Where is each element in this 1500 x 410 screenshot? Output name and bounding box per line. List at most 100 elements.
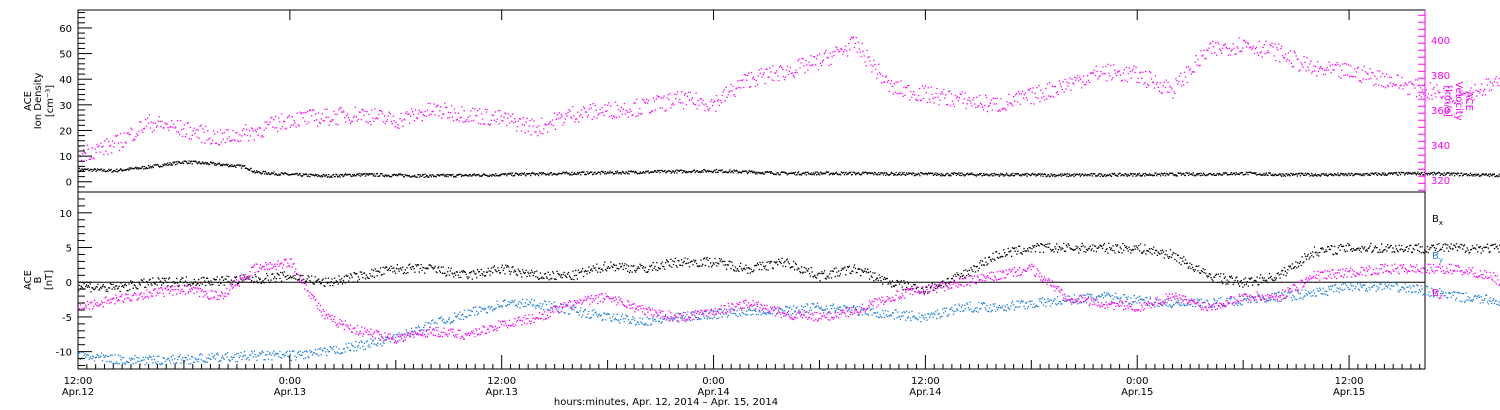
top-data-point xyxy=(1210,42,1211,43)
top-data-point xyxy=(1288,52,1289,53)
bottom-data-point xyxy=(109,287,110,288)
top-data-point xyxy=(1000,174,1001,175)
top-data-point xyxy=(561,114,562,115)
top-data-point xyxy=(1392,174,1393,175)
top-data-point xyxy=(955,95,956,96)
top-data-point xyxy=(950,175,951,176)
top-data-point xyxy=(740,87,741,88)
top-data-point xyxy=(1276,47,1277,48)
top-data-point xyxy=(1049,82,1050,83)
top-data-point xyxy=(1233,43,1234,44)
top-data-point xyxy=(232,130,233,131)
top-data-point xyxy=(776,174,777,175)
top-data-point xyxy=(1111,79,1112,80)
top-data-point xyxy=(911,97,912,98)
bottom-data-point xyxy=(87,287,88,288)
top-data-point xyxy=(424,115,425,116)
top-data-point xyxy=(1348,64,1349,65)
top-data-point xyxy=(402,174,403,175)
top-data-point xyxy=(1417,173,1418,174)
top-data-point xyxy=(205,126,206,127)
top-data-point xyxy=(239,134,240,135)
top-data-point xyxy=(1045,174,1046,175)
top-data-point xyxy=(126,143,127,144)
top-data-point xyxy=(450,112,451,113)
top-data-point xyxy=(141,130,142,131)
top-data-point xyxy=(880,174,881,175)
top-data-point xyxy=(254,170,255,171)
top-data-point xyxy=(340,107,341,108)
top-data-point xyxy=(539,131,540,132)
top-data-point xyxy=(1046,176,1047,177)
top-data-point xyxy=(1059,80,1060,81)
top-data-point xyxy=(1167,82,1168,83)
top-data-point xyxy=(698,105,699,106)
top-data-point xyxy=(516,130,517,131)
top-data-point xyxy=(314,175,315,176)
top-data-point xyxy=(1496,76,1497,77)
top-data-point xyxy=(732,90,733,91)
top-data-point xyxy=(1298,58,1299,59)
top-data-point xyxy=(732,86,733,87)
top-data-point xyxy=(144,128,145,129)
top-data-point xyxy=(1222,174,1223,175)
top-data-point xyxy=(1241,51,1242,52)
top-data-point xyxy=(679,99,680,100)
top-data-point xyxy=(260,172,261,173)
top-data-point xyxy=(143,168,144,169)
top-data-point xyxy=(1245,42,1246,43)
top-data-point xyxy=(547,132,548,133)
bottom-data-point xyxy=(120,282,121,283)
top-data-point xyxy=(602,112,603,113)
top-data-point xyxy=(398,128,399,129)
top-data-point xyxy=(899,92,900,93)
top-data-point xyxy=(1333,175,1334,176)
top-data-point xyxy=(103,170,104,171)
top-data-point xyxy=(85,153,86,154)
top-data-point xyxy=(390,113,391,114)
top-data-point xyxy=(902,172,903,173)
top-data-point xyxy=(328,174,329,175)
top-data-point xyxy=(1426,173,1427,174)
top-data-point xyxy=(1314,175,1315,176)
top-data-point xyxy=(814,56,815,57)
top-data-point xyxy=(1325,73,1326,74)
top-data-point xyxy=(657,95,658,96)
top-data-point xyxy=(1362,175,1363,176)
top-data-point xyxy=(190,127,191,128)
top-data-point xyxy=(317,126,318,127)
top-data-point xyxy=(1379,71,1380,72)
top-data-point xyxy=(1189,172,1190,173)
top-data-point xyxy=(852,174,853,175)
top-data-point xyxy=(843,51,844,52)
top-data-point xyxy=(724,89,725,90)
top-left-tick-label: 30 xyxy=(59,101,72,112)
top-data-point xyxy=(1088,80,1089,81)
top-data-point xyxy=(714,101,715,102)
top-data-point xyxy=(970,174,971,175)
top-data-point xyxy=(609,172,610,173)
top-data-point xyxy=(1064,92,1065,93)
top-data-point xyxy=(1236,46,1237,47)
top-data-point xyxy=(476,115,477,116)
top-data-point xyxy=(347,113,348,114)
top-data-point xyxy=(1074,77,1075,78)
bottom-data-point xyxy=(116,285,117,286)
top-data-point xyxy=(982,107,983,108)
top-data-point xyxy=(1187,173,1188,174)
top-data-point xyxy=(954,106,955,107)
top-data-point xyxy=(266,172,267,173)
top-data-point xyxy=(853,37,854,38)
top-data-point xyxy=(1215,42,1216,43)
top-data-point xyxy=(1377,175,1378,176)
top-data-point xyxy=(183,163,184,164)
top-data-point xyxy=(231,166,232,167)
top-data-point xyxy=(953,104,954,105)
top-data-point xyxy=(222,133,223,134)
top-data-point xyxy=(863,51,864,52)
top-data-point xyxy=(1414,172,1415,173)
top-data-point xyxy=(938,104,939,105)
top-data-point xyxy=(846,50,847,51)
top-data-point xyxy=(235,167,236,168)
top-data-point xyxy=(176,131,177,132)
